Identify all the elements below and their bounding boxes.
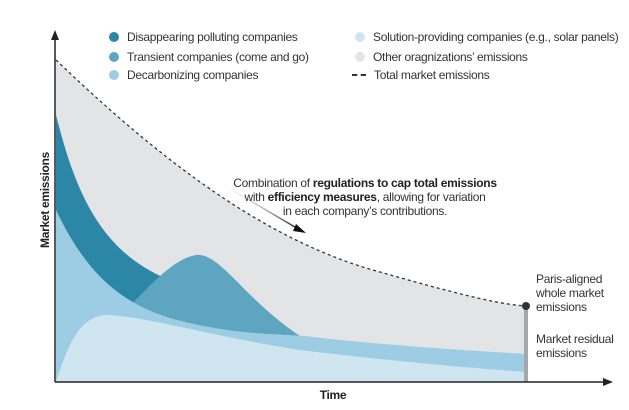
y-axis-label: Market emissions xyxy=(38,152,52,248)
market-residual-label: Market residual emissions xyxy=(536,332,614,360)
label-line: emissions xyxy=(536,346,587,360)
x-axis-arrow-icon xyxy=(603,378,613,386)
disappearing-polluting-area xyxy=(56,115,175,308)
annotation-part: with xyxy=(244,190,268,204)
label-line: whole market xyxy=(536,286,604,300)
annotation-bold: efficiency measures xyxy=(267,190,377,204)
legend-label: Solution-providing companies (e.g., sola… xyxy=(373,30,619,44)
transient-area xyxy=(130,254,300,336)
residual-bar xyxy=(524,306,528,382)
paris-aligned-dot xyxy=(522,302,530,310)
legend-dash-icon xyxy=(352,74,366,76)
legend-label: Other oragnizations’ emissions xyxy=(373,50,528,64)
legend-label: Transient companies (come and go) xyxy=(127,50,309,64)
solution-providing-area xyxy=(56,315,527,382)
annotation-arrow xyxy=(214,179,301,231)
legend-dot-icon xyxy=(355,52,365,62)
legend-dot-icon xyxy=(109,32,119,42)
label-line: Market residual xyxy=(536,332,614,346)
y-axis-arrow-icon xyxy=(51,30,59,40)
legend-item-other: Other oragnizations’ emissions xyxy=(355,50,528,64)
legend-item-transient: Transient companies (come and go) xyxy=(109,50,309,64)
legend-item-disappearing: Disappearing polluting companies xyxy=(109,30,298,44)
paris-aligned-label: Paris-aligned whole market emissions xyxy=(536,272,604,314)
label-line: emissions xyxy=(536,300,587,314)
annotation-text: Combination of regulations to cap total … xyxy=(225,176,505,218)
legend-label: Total market emissions xyxy=(374,68,490,82)
annotation-part: in each company’s contributions. xyxy=(282,204,448,218)
legend-dot-icon xyxy=(355,32,365,42)
legend-item-solution-providing: Solution-providing companies (e.g., sola… xyxy=(355,30,619,44)
label-line: Paris-aligned xyxy=(536,272,603,286)
total-market-emissions-line xyxy=(55,59,528,307)
annotation-part: Combination of xyxy=(233,176,313,190)
annotation-bold: regulations to cap total emissions xyxy=(312,176,497,190)
legend-label: Decarbonizing companies xyxy=(127,68,259,82)
legend-dot-icon xyxy=(109,70,119,80)
legend-dot-icon xyxy=(109,52,119,62)
annotation-arrowhead-icon xyxy=(293,224,306,233)
legend-item-decarbonizing: Decarbonizing companies xyxy=(109,68,258,82)
legend-item-total: Total market emissions xyxy=(352,68,490,82)
annotation-part: , allowing for variation xyxy=(376,190,486,204)
legend-label: Disappearing polluting companies xyxy=(127,30,298,44)
x-axis-label: Time xyxy=(319,388,347,402)
